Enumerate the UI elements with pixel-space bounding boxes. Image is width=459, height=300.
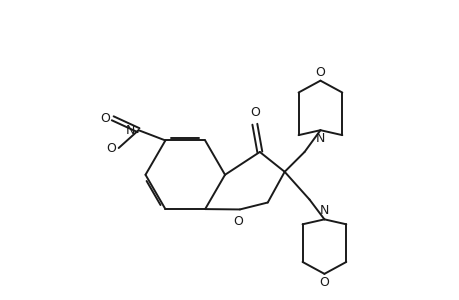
Text: O: O — [315, 66, 325, 79]
Text: N: N — [126, 124, 135, 137]
Text: O: O — [319, 276, 329, 289]
Text: N: N — [315, 132, 325, 145]
Text: O: O — [249, 106, 259, 119]
Text: O: O — [106, 142, 116, 154]
Text: O: O — [233, 215, 242, 228]
Text: O: O — [100, 112, 110, 125]
Text: N: N — [319, 204, 328, 218]
